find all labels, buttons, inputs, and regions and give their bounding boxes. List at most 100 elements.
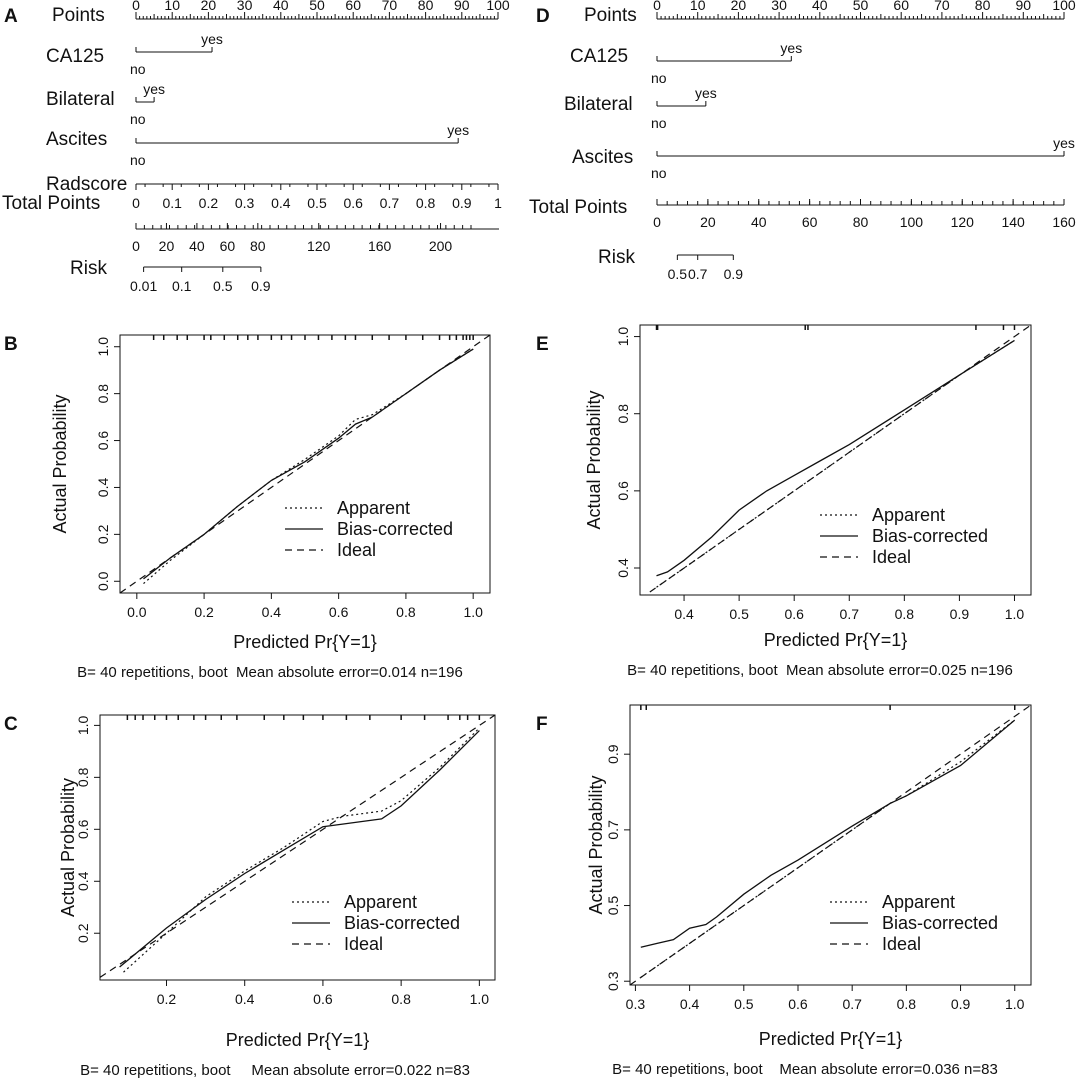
- points-tick-label: 30: [237, 0, 253, 13]
- variable-label-ascites: Ascites: [46, 129, 107, 150]
- x-tick-label: 0.8: [895, 606, 915, 622]
- x-tick-label: 0.7: [840, 606, 860, 622]
- x-axis-title: Predicted Pr{Y=1}: [233, 632, 377, 652]
- y-axis-title: Actual Probability: [58, 778, 78, 917]
- legend-entry-ideal: Ideal: [344, 934, 383, 954]
- y-tick-label: 0.7: [605, 820, 621, 840]
- x-tick-label: 0.4: [674, 606, 694, 622]
- x-axis-title: Predicted Pr{Y=1}: [226, 1030, 370, 1050]
- points-tick-label: 0: [653, 0, 661, 13]
- risk-tick-label: 0.5: [213, 278, 233, 294]
- y-tick-label: 0.6: [75, 819, 91, 839]
- plot-frame: [639, 324, 1032, 596]
- level-label-no: no: [130, 111, 146, 127]
- points-tick-label: 30: [771, 0, 787, 13]
- x-tick-label: 0.9: [950, 606, 970, 622]
- calibration-plot-f: F 0.3 0.4 0.5 0.6 0.7 0.8 0.9 1.0 0.3 0.5 0.7 0.9 App…: [536, 704, 1032, 1078]
- y-tick-label: 0.8: [75, 767, 91, 787]
- level-label-no: no: [130, 152, 146, 168]
- risk-tick-label: 0.5: [668, 266, 688, 282]
- radscore-tick-label: 0.7: [380, 195, 400, 211]
- y-tick-label: 0.4: [75, 871, 91, 891]
- points-tick-label: 90: [454, 0, 470, 13]
- points-tick-label: 60: [345, 0, 361, 13]
- y-tick-label: 0.0: [95, 571, 111, 591]
- level-label-no: no: [651, 70, 667, 86]
- x-tick-label: 0.4: [235, 991, 255, 1007]
- legend-entry-apparent: Apparent: [344, 892, 417, 912]
- level-label-no: no: [651, 115, 667, 131]
- panel-letter-f: F: [536, 714, 548, 735]
- points-label: Points: [584, 5, 637, 26]
- points-tick-label: 70: [382, 0, 398, 13]
- x-tick-label: 1.0: [1005, 996, 1025, 1012]
- legend-entry-apparent: Apparent: [872, 505, 945, 525]
- variable-label-bilateral: Bilateral: [46, 89, 115, 110]
- series-line-bias-corrected: [656, 339, 1015, 577]
- total-points-tick-label: 20: [700, 214, 716, 230]
- points-tick-label: 0: [132, 0, 140, 13]
- radscore-tick-label: 0.8: [416, 195, 436, 211]
- legend-entry-ideal: Ideal: [882, 934, 921, 954]
- total-points-tick-label: 120: [307, 238, 331, 254]
- x-tick-label: 0.8: [897, 996, 917, 1012]
- plot-frame: [99, 714, 496, 981]
- total-points-tick-label: 40: [189, 238, 205, 254]
- risk-tick-label: 0.01: [130, 278, 157, 294]
- panel-letter-b: B: [4, 334, 18, 355]
- y-axis-title: Actual Probability: [586, 775, 606, 914]
- y-tick-label: 0.4: [615, 558, 631, 578]
- level-label-no: no: [130, 61, 146, 77]
- plot-series-group: [100, 715, 495, 978]
- variable-label-ascites: Ascites: [572, 147, 633, 168]
- y-tick-label: 1.0: [615, 327, 631, 347]
- x-tick-label: 0.4: [680, 996, 700, 1012]
- variable-label-ca125: CA125: [46, 46, 104, 67]
- x-axis-title: Predicted Pr{Y=1}: [759, 1029, 903, 1049]
- legend-entry-apparent: Apparent: [882, 892, 955, 912]
- panel-letter-a: A: [4, 6, 18, 27]
- x-tick-label: 0.6: [784, 606, 804, 622]
- calibration-plot-c: C0.2 0.4 0.6 0.8 1.00.20.40.60.81.0ApparentB…: [4, 714, 496, 1079]
- x-tick-label: 0.3: [626, 996, 646, 1012]
- legend-entry-bias-corrected: Bias-corrected: [872, 526, 988, 546]
- radscore-tick-label: 0.1: [162, 195, 182, 211]
- plot-series-group: [120, 335, 490, 593]
- series-line-apparent: [640, 719, 1016, 978]
- total-points-tick-label: 200: [429, 238, 453, 254]
- series-line-ideal: [630, 705, 1031, 985]
- x-tick-label: 0.5: [734, 996, 754, 1012]
- caption-text: B= 40 repetitions, boot Mean absolute er…: [80, 1062, 470, 1079]
- x-tick-label: 0.6: [788, 996, 808, 1012]
- x-tick-label: 0.4: [262, 604, 282, 620]
- x-tick-label: 0.8: [396, 604, 416, 620]
- legend-entry-bias-corrected: Bias-corrected: [882, 913, 998, 933]
- level-label-yes: yes: [201, 31, 223, 47]
- x-tick-label: 0.2: [194, 604, 214, 620]
- risk-tick-label: 0.9: [251, 278, 271, 294]
- y-tick-label: 0.4: [95, 478, 111, 498]
- panel-letter-d: D: [536, 6, 550, 27]
- points-tick-label: 10: [164, 0, 180, 13]
- y-tick-label: 0.6: [615, 481, 631, 501]
- level-label-yes: yes: [1053, 135, 1075, 151]
- points-tick-label: 90: [1016, 0, 1032, 13]
- series-line-bias-corrected: [640, 719, 1016, 948]
- total-points-tick-label: 80: [853, 214, 869, 230]
- panel-letter-e: E: [536, 334, 549, 355]
- nomogram-a: A Points 0 10 20 30 40 50 60 70 80 90 100CA125yesnoB…: [2, 0, 510, 294]
- series-line-ideal: [100, 715, 495, 978]
- points-tick-label: 70: [934, 0, 950, 13]
- x-tick-label: 1.0: [1005, 606, 1025, 622]
- points-tick-label: 20: [731, 0, 747, 13]
- y-tick-label: 0.2: [75, 923, 91, 943]
- y-tick-label: 0.9: [605, 744, 621, 764]
- legend-entry-apparent: Apparent: [337, 498, 410, 518]
- legend-entry-bias-corrected: Bias-corrected: [337, 519, 453, 539]
- y-tick-label: 0.8: [615, 404, 631, 424]
- series-line-ideal: [644, 325, 1031, 595]
- risk-tick-label: 0.7: [688, 266, 708, 282]
- x-tick-label: 1.0: [470, 991, 490, 1007]
- x-tick-label: 0.0: [127, 604, 147, 620]
